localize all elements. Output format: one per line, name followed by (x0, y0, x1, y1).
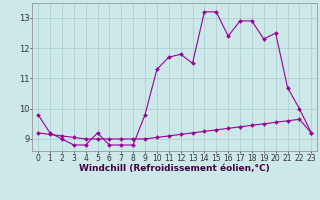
X-axis label: Windchill (Refroidissement éolien,°C): Windchill (Refroidissement éolien,°C) (79, 164, 270, 173)
